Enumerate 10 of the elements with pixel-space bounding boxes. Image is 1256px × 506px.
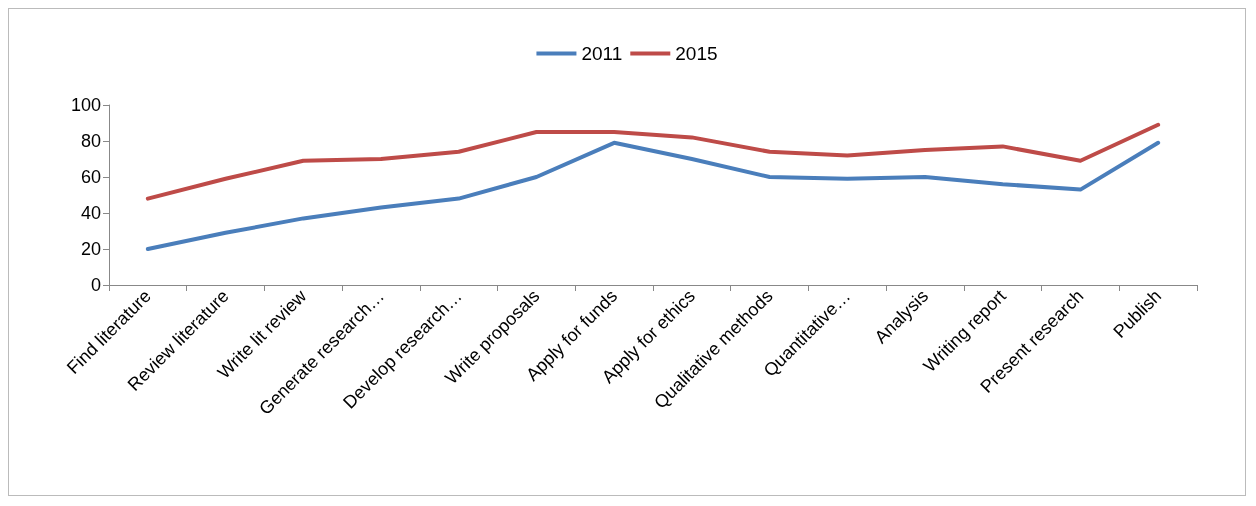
y-tick-label: 60 xyxy=(80,167,101,187)
y-tick-label: 80 xyxy=(80,131,101,151)
line-series xyxy=(145,122,1161,201)
legend-label: 2011 xyxy=(581,43,623,64)
line-series xyxy=(145,140,1161,251)
y-tick-label: 20 xyxy=(80,239,101,259)
y-tick-label: 100 xyxy=(70,95,101,115)
y-tick-label: 40 xyxy=(80,203,101,223)
legend-label: 2015 xyxy=(675,43,718,64)
y-tick-label: 0 xyxy=(90,275,101,295)
